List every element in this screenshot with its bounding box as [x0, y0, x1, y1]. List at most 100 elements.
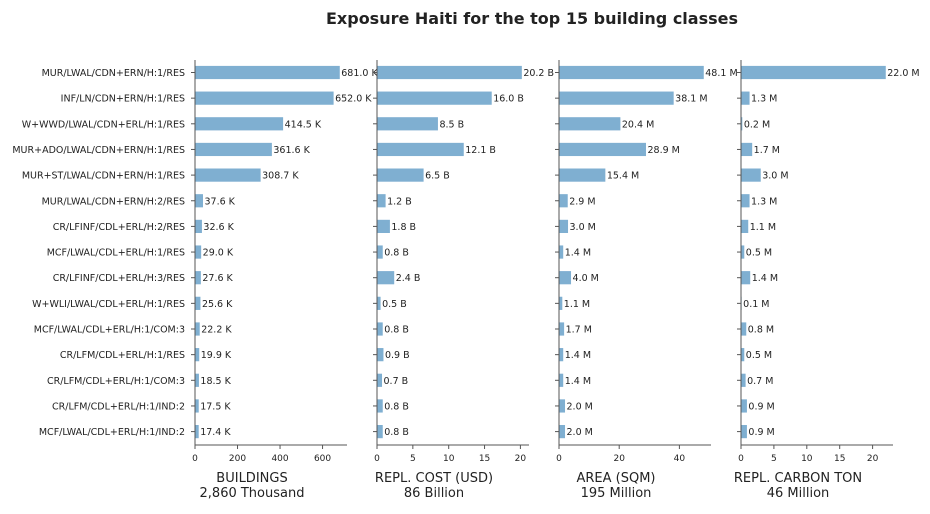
bar-value-label: 0.8 B [384, 248, 409, 259]
bar [741, 168, 761, 182]
bar [377, 296, 381, 310]
bar [559, 194, 568, 208]
bar-value-label: 3.0 M [762, 171, 788, 182]
bar-value-label: 2.9 M [569, 196, 595, 207]
bar-value-label: 0.9 M [748, 427, 774, 438]
x-tick-label: 20 [515, 454, 527, 464]
bar [741, 348, 745, 362]
bar-value-label: 0.7 M [747, 376, 773, 387]
bar-value-label: 19.9 K [201, 350, 232, 361]
category-label: MUR/LWAL/CDN+ERN/H:1/RES [42, 68, 185, 79]
bar [377, 142, 464, 157]
bar [741, 271, 751, 285]
x-tick-label: 40 [674, 454, 686, 464]
bar-value-label: 48.1 M [705, 68, 737, 79]
bar-value-label: 17.5 K [200, 401, 231, 412]
bar-value-label: 12.1 B [465, 145, 496, 156]
bar [195, 245, 202, 259]
bar-value-label: 4.0 M [573, 273, 599, 284]
bar [741, 322, 747, 336]
x-tick-label: 0 [738, 454, 744, 464]
bar [195, 219, 202, 233]
x-tick-label: 600 [314, 454, 331, 464]
bar [741, 373, 746, 387]
bar [559, 91, 674, 105]
x-axis-total: 86 Billion [404, 486, 464, 501]
bar [741, 65, 886, 80]
bar-value-label: 1.4 M [565, 248, 591, 259]
x-tick-label: 10 [443, 454, 455, 464]
category-label: MUR+ADO/LWAL/CDN+ERN/H:1/RES [12, 145, 185, 156]
bar-value-label: 1.7 M [566, 325, 592, 336]
bar [559, 296, 563, 310]
bar-value-label: 361.6 K [273, 145, 310, 156]
category-label: CR/LFINF/CDL+ERL/H:2/RES [53, 222, 185, 233]
bar-value-label: 0.5 M [746, 248, 772, 259]
bar-value-label: 0.9 B [385, 350, 410, 361]
bar [559, 322, 565, 336]
x-tick-label: 0 [556, 454, 562, 464]
x-tick-label: 15 [479, 454, 490, 464]
bar [377, 219, 390, 233]
bar-value-label: 0.9 M [748, 401, 774, 412]
bar-value-label: 2.0 M [567, 427, 593, 438]
bar-value-label: 6.5 B [425, 171, 450, 182]
bar-value-label: 1.4 M [565, 376, 591, 387]
category-label: MUR/LWAL/CDN+ERN/H:2/RES [42, 196, 185, 207]
category-label: CR/LFINF/CDL+ERL/H:3/RES [53, 273, 185, 284]
bar [559, 142, 646, 157]
bar-value-label: 414.5 K [285, 119, 322, 130]
bar-value-label: 8.5 B [439, 119, 464, 130]
bar-value-label: 0.8 M [748, 325, 774, 336]
bar [195, 117, 284, 131]
x-axis-total: 195 Million [581, 486, 652, 501]
bar-value-label: 2.0 M [567, 401, 593, 412]
bar-value-label: 681.0 K [341, 68, 378, 79]
bar [377, 271, 395, 285]
bar-value-label: 22.2 K [201, 325, 232, 336]
bar-value-label: 308.7 K [262, 171, 299, 182]
bar [195, 142, 272, 157]
bar-value-label: 28.9 M [647, 145, 679, 156]
category-label: W+WLI/LWAL/CDL+ERL/H:1/RES [32, 299, 185, 310]
bar [559, 245, 564, 259]
x-axis-title: REPL. COST (USD) [375, 471, 493, 486]
bar [377, 373, 383, 387]
bar [741, 399, 747, 413]
category-label: MCF/LWAL/CDL+ERL/H:1/COM:3 [34, 325, 185, 336]
x-axis-title: REPL. CARBON TON [734, 471, 862, 486]
bar [377, 117, 438, 131]
bar-value-label: 1.1 M [750, 222, 776, 233]
bar-value-label: 1.8 B [391, 222, 416, 233]
bar [741, 194, 750, 208]
bar-value-label: 0.7 B [384, 376, 409, 387]
bar-value-label: 0.5 M [746, 350, 772, 361]
bar-value-label: 25.6 K [202, 299, 233, 310]
bar [377, 168, 424, 182]
bar-value-label: 1.4 M [752, 273, 778, 284]
bar [377, 399, 383, 413]
bar [559, 373, 564, 387]
bar [377, 322, 383, 336]
category-label: MCF/LWAL/CDL+ERL/H:1/RES [47, 248, 185, 259]
bar [741, 117, 743, 131]
category-label: CR/LFM/CDL+ERL/H:1/COM:3 [47, 376, 185, 387]
bar-value-label: 0.8 B [384, 401, 409, 412]
category-label: MUR+ST/LWAL/CDN+ERN/H:1/RES [22, 171, 185, 182]
bar [377, 65, 522, 80]
bar-value-label: 0.8 B [384, 325, 409, 336]
x-axis-total: 2,860 Thousand [200, 486, 305, 501]
bar-value-label: 29.0 K [203, 248, 234, 259]
bar-value-label: 32.6 K [203, 222, 234, 233]
bar [195, 168, 261, 182]
bar [195, 399, 199, 413]
bar [741, 245, 745, 259]
bar [195, 322, 200, 336]
bar [195, 373, 199, 387]
x-tick-label: 0 [192, 454, 198, 464]
bar [741, 91, 750, 105]
x-tick-label: 5 [410, 454, 416, 464]
bar [195, 271, 201, 285]
chart-title: Exposure Haiti for the top 15 building c… [326, 9, 738, 28]
